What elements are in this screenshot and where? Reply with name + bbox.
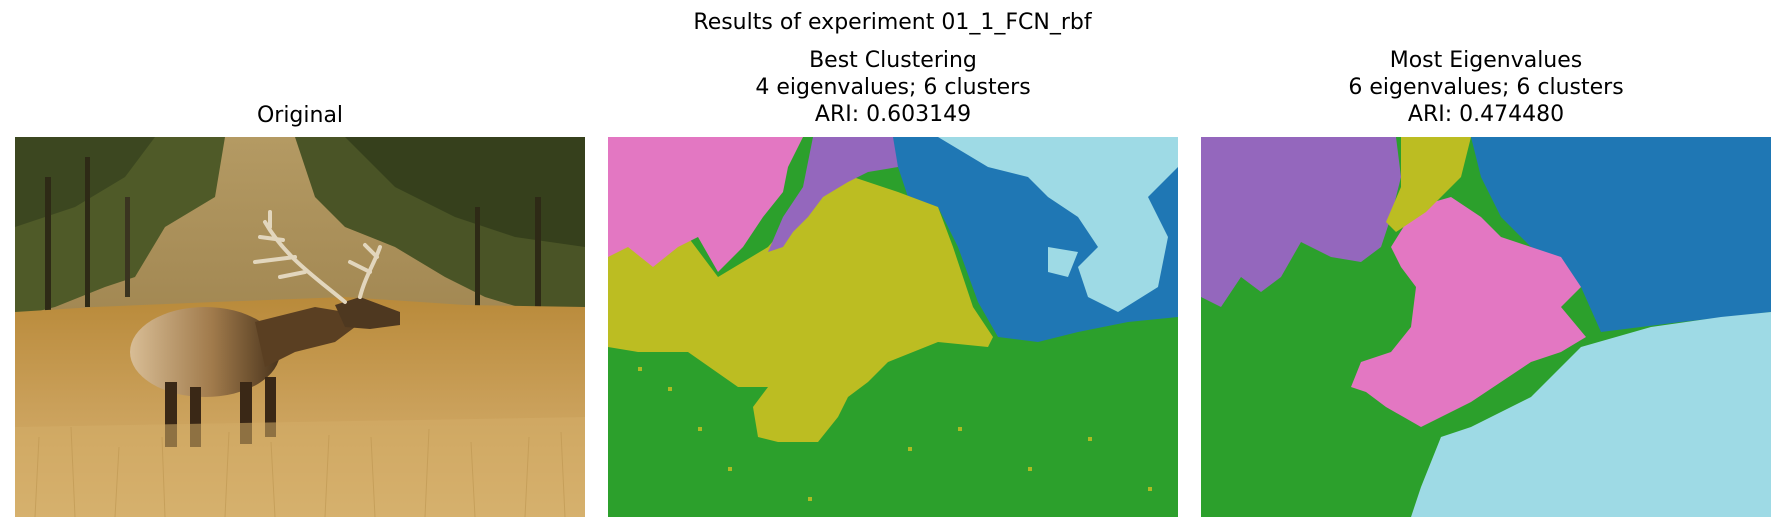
original-panel-title: Original bbox=[15, 102, 585, 129]
title-line: ARI: 0.603149 bbox=[814, 102, 972, 127]
cluster-region-blue bbox=[1471, 137, 1771, 332]
best-clustering-panel-title: Best Clustering 4 eigenvalues; 6 cluster… bbox=[608, 47, 1178, 128]
cluster-region-olive bbox=[1386, 137, 1471, 232]
best-clustering-segmentation bbox=[608, 137, 1178, 517]
original-image bbox=[15, 137, 585, 517]
title-line: Most Eigenvalues bbox=[1389, 48, 1583, 73]
title-line: Best Clustering bbox=[809, 48, 977, 73]
elk-photo bbox=[15, 137, 585, 517]
cluster-region-pink bbox=[1351, 197, 1586, 427]
cluster-region-cyan bbox=[1411, 312, 1771, 517]
title-line: 6 eigenvalues; 6 clusters bbox=[1348, 75, 1624, 100]
most-eigenvalues-segmentation bbox=[1201, 137, 1771, 517]
figure-suptitle: Results of experiment 01_1_FCN_rbf bbox=[693, 10, 1092, 35]
cluster-region-pink bbox=[608, 137, 803, 272]
cluster-region-purple bbox=[1201, 137, 1401, 307]
cluster-region-purple bbox=[768, 137, 898, 252]
title-line: 4 eigenvalues; 6 clusters bbox=[755, 75, 1031, 100]
segmentation-map bbox=[608, 137, 1178, 517]
title-line: ARI: 0.474480 bbox=[1407, 102, 1565, 127]
title-line: Original bbox=[256, 103, 344, 128]
cluster-region-olive bbox=[608, 177, 993, 442]
cluster-region-cyan bbox=[1048, 247, 1078, 277]
most-eigenvalues-panel-title: Most Eigenvalues 6 eigenvalues; 6 cluste… bbox=[1201, 47, 1771, 128]
segmentation-map bbox=[1201, 137, 1771, 517]
cluster-region-cyan bbox=[938, 137, 1178, 312]
